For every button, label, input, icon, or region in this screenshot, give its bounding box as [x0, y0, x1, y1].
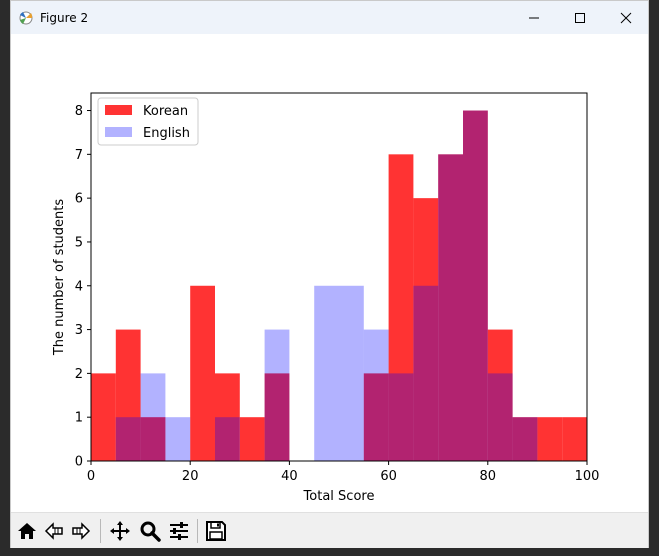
x-axis-label: Total Score: [303, 489, 375, 504]
bar-english-bin-12: [388, 373, 414, 461]
bar-korean-bin-5: [215, 373, 240, 461]
bar-english-bin-11: [363, 329, 389, 461]
bar-english-bin-15: [463, 110, 488, 462]
series-english-bars: [115, 110, 538, 462]
x-tick-label: 40: [281, 469, 298, 484]
bar-korean-bin-1: [115, 329, 141, 461]
save-button[interactable]: [204, 519, 228, 543]
bar-english-bin-17: [512, 417, 538, 461]
minimize-icon: [529, 17, 539, 18]
bar-korean-bin-11: [363, 373, 389, 461]
bar-korean-bin-2: [140, 417, 166, 461]
x-tick-label: 0: [87, 469, 95, 484]
bar-korean-bin-19: [562, 417, 587, 461]
series-korean-bars: [91, 110, 587, 462]
histogram-chart: 0 20 40 60 80 100 0 1 2 3 4 5 6 7 8 Total Score The n…: [52, 92, 600, 504]
y-tick-label: 3: [75, 323, 83, 338]
bar-korean-bin-12: [388, 154, 414, 461]
title-bar: Figure 2: [11, 1, 648, 34]
back-arrow-icon: [44, 522, 63, 540]
minimize-button[interactable]: [511, 1, 557, 34]
legend-label-korean: Korean: [143, 104, 188, 119]
legend-swatch-korean: [105, 105, 132, 115]
y-tick-label: 6: [75, 192, 83, 207]
legend-label-english: English: [143, 126, 190, 141]
close-icon: [620, 12, 632, 23]
forward-button[interactable]: [69, 519, 93, 543]
bar-korean-bin-14: [438, 154, 463, 461]
matplotlib-figure-icon: [17, 9, 35, 27]
bar-english-bin-16: [487, 373, 513, 461]
x-tick-label: 100: [575, 469, 600, 484]
bar-korean-bin-6: [239, 417, 265, 461]
bar-english-bin-13: [413, 285, 439, 461]
bar-english-bin-1: [115, 417, 141, 461]
maximize-icon: [575, 12, 585, 23]
bar-english-bin-14: [438, 154, 463, 461]
bar-korean-bin-4: [190, 285, 215, 461]
axes-frame: [90, 92, 588, 462]
configure-subplots-button[interactable]: [167, 519, 191, 543]
bar-english-bin-9: [314, 285, 339, 461]
bar-english-bin-10: [339, 285, 364, 461]
y-tick-label: 0: [75, 455, 83, 470]
bar-korean-bin-17: [512, 417, 538, 461]
y-tick-label: 7: [75, 148, 83, 163]
save-icon: [206, 521, 226, 541]
y-tick-label: 8: [75, 104, 83, 119]
bar-english-bin-5: [215, 417, 240, 461]
bar-english-bin-3: [165, 417, 191, 461]
y-tick-label: 5: [75, 235, 83, 250]
bar-english-bin-2: [140, 373, 166, 461]
x-tick-label: 60: [380, 469, 397, 484]
bar-korean-bin-13: [413, 198, 439, 461]
y-axis-label: The number of students: [52, 199, 67, 357]
y-tick-label: 4: [75, 279, 83, 294]
legend-swatch-english: [105, 127, 132, 137]
x-tick-label: 20: [182, 469, 199, 484]
forward-arrow-icon: [72, 522, 91, 540]
close-button[interactable]: [603, 1, 649, 34]
bar-korean-bin-16: [487, 329, 513, 461]
zoom-button[interactable]: [138, 519, 162, 543]
pan-button[interactable]: [108, 519, 132, 543]
bar-korean-bin-0: [91, 373, 116, 461]
pan-icon: [110, 521, 130, 541]
bar-korean-bin-18: [537, 417, 563, 461]
bar-korean-bin-15: [463, 110, 488, 462]
x-tick-label: 80: [480, 469, 497, 484]
x-axis-ticks: 0 20 40 60 80 100: [87, 461, 600, 484]
bar-english-bin-7: [264, 329, 290, 461]
window-title: Figure 2: [40, 11, 89, 25]
y-tick-label: 2: [75, 367, 83, 382]
legend: Korean English: [97, 97, 199, 146]
toolbar-separator: [100, 519, 101, 543]
bar-korean-bin-7: [264, 373, 290, 461]
back-button[interactable]: [42, 519, 66, 543]
figure-window: Figure 2 0 20 40 60 80 100 0 1 2 3 4 5 6 7 8 Total Sc…: [10, 0, 649, 548]
home-button[interactable]: [15, 519, 39, 543]
y-tick-label: 1: [75, 411, 83, 426]
zoom-icon: [140, 521, 161, 542]
toolbar-separator: [197, 519, 198, 543]
configure-subplots-icon: [170, 522, 188, 540]
home-icon: [18, 523, 36, 539]
maximize-button[interactable]: [557, 1, 603, 34]
figure-canvas: 0 20 40 60 80 100 0 1 2 3 4 5 6 7 8 Total Score The n…: [11, 34, 648, 512]
navigation-toolbar: [11, 512, 648, 548]
y-axis-ticks: 0 1 2 3 4 5 6 7 8: [75, 104, 91, 470]
